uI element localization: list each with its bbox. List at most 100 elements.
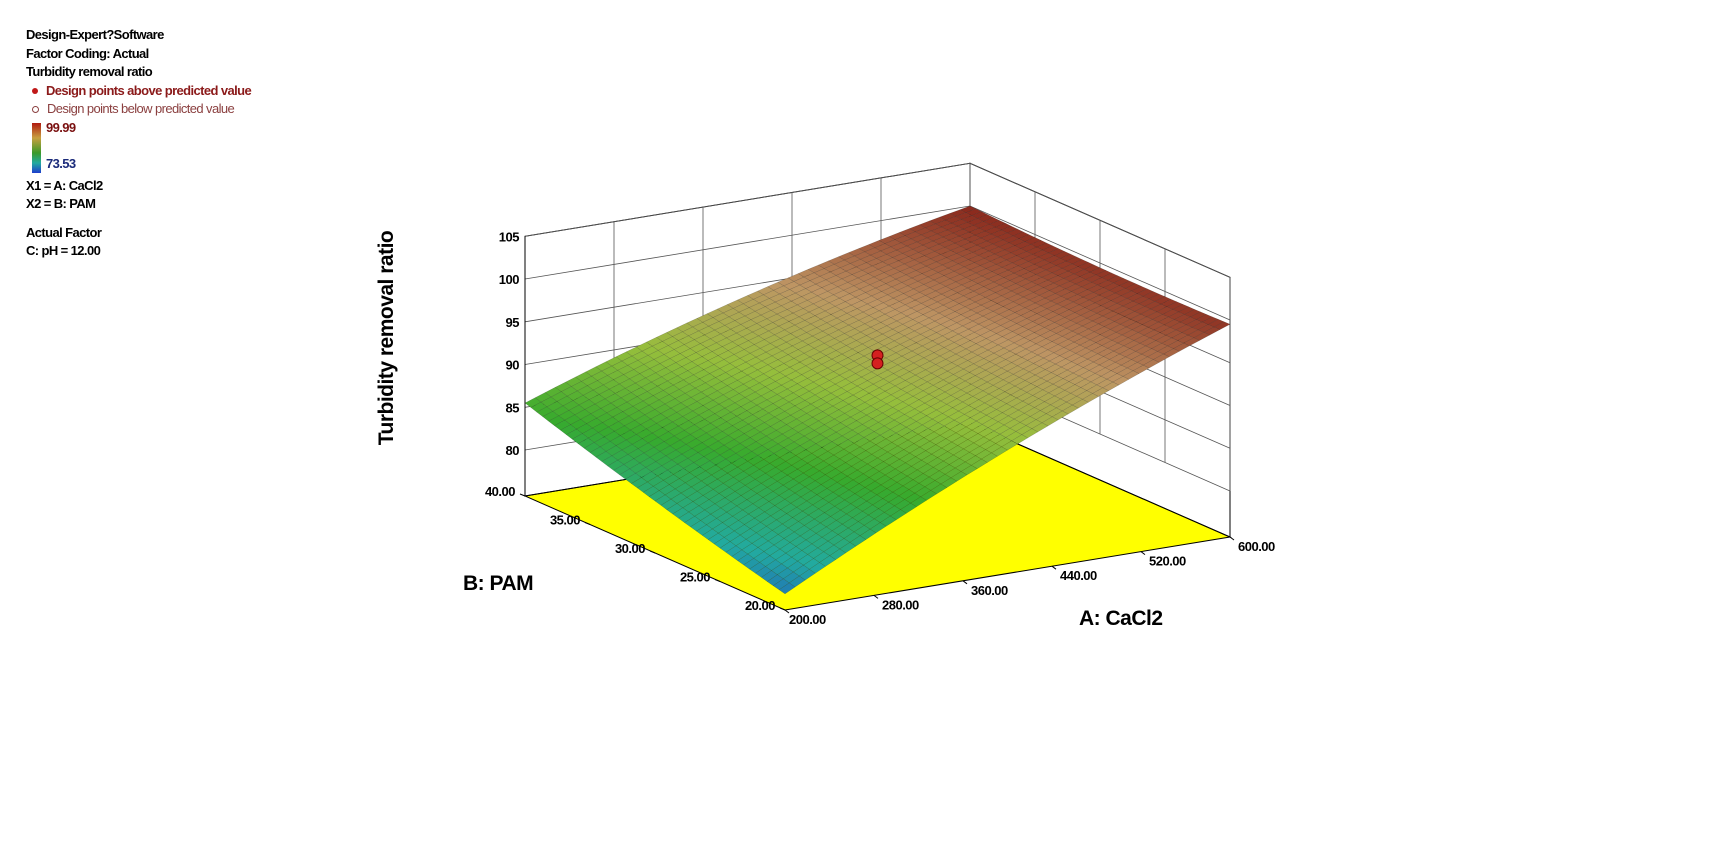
surface-cell: [843, 255, 862, 264]
surface-cell: [954, 461, 972, 472]
surface-cell: [755, 566, 772, 578]
surface-cell: [736, 295, 754, 305]
surface-cell: [966, 387, 984, 397]
surface-cell: [1127, 332, 1145, 341]
surface-cell: [903, 362, 921, 372]
surface-cell: [598, 388, 616, 400]
surface-cell: [822, 405, 840, 416]
surface-cell: [1017, 360, 1034, 370]
surface-cell: [1010, 388, 1028, 399]
surface-cell: [925, 444, 943, 455]
surface-cell: [857, 427, 875, 438]
surface-cell: [800, 490, 818, 502]
surface-cell: [937, 338, 955, 348]
surface-cell: [964, 375, 982, 385]
surface-cell: [566, 390, 584, 401]
surface-cell: [780, 379, 798, 390]
surface-cell: [872, 461, 890, 472]
surface-cell: [866, 375, 884, 385]
colorbar-max: 99.99: [46, 119, 76, 135]
surface-cell: [838, 293, 856, 302]
surface-cell: [717, 350, 735, 360]
surface-cell: [1146, 351, 1164, 360]
surface-cell: [746, 493, 764, 505]
surface-cell: [1091, 277, 1109, 286]
surface-cell: [990, 325, 1007, 334]
surface-cell: [621, 355, 639, 366]
surface-cell: [1090, 305, 1108, 314]
surface-cell: [720, 411, 738, 422]
surface-cell: [752, 294, 770, 304]
surface-cell: [680, 486, 698, 498]
surface-cell: [859, 440, 877, 451]
surface-cell: [878, 382, 896, 392]
surface-cell: [657, 345, 675, 355]
x-axis-label: A: CaCl2: [1079, 607, 1163, 630]
surface-cell: [1031, 346, 1049, 356]
surface-cell: [896, 245, 914, 254]
surface-cell: [931, 413, 949, 423]
surface-cell: [808, 562, 826, 574]
surface-cell: [984, 226, 1002, 235]
z-tick-label: 100: [499, 272, 519, 287]
surface-cell: [934, 391, 952, 402]
surface-cell: [700, 474, 718, 486]
surface-cell: [1038, 392, 1056, 402]
surface-cell: [910, 459, 928, 471]
surface-cell: [1011, 326, 1029, 335]
surface-cell: [602, 379, 620, 390]
surface-cell: [990, 229, 1008, 238]
surface-cell: [950, 246, 968, 254]
surface-cell: [986, 376, 1004, 386]
surface-cell: [542, 411, 560, 422]
surface-cell: [844, 407, 862, 418]
actual-factor-label: Actual Factor: [26, 224, 102, 240]
surface-cell: [846, 308, 864, 318]
surface-cell: [630, 477, 648, 489]
surface-cell: [731, 336, 749, 346]
surface-cell: [871, 333, 889, 343]
surface-cell: [597, 426, 615, 438]
surface-cell: [899, 417, 917, 428]
surface-cell: [852, 473, 870, 484]
surface-cell: [779, 366, 797, 377]
surface-cell: [1120, 290, 1138, 299]
surface-cell: [962, 396, 980, 406]
surface-cell: [942, 454, 960, 465]
surface-cell: [709, 368, 727, 378]
surface-cell: [843, 443, 861, 454]
surface-cell: [1027, 256, 1045, 265]
surface-cell: [855, 335, 873, 345]
surface-cell: [789, 445, 807, 456]
surface-cell: [988, 388, 1006, 398]
surface-cell: [894, 380, 912, 390]
y-tick-label: 20.00: [745, 598, 775, 613]
surface-cell: [840, 304, 858, 314]
surface-cell: [964, 301, 982, 311]
surface-cell: [679, 434, 697, 445]
surface-cell: [711, 346, 729, 356]
surface-cell: [1072, 296, 1090, 306]
surface-cell: [1004, 385, 1022, 396]
surface-cell: [820, 478, 838, 489]
surface-cell: [834, 301, 852, 311]
surface-cell: [677, 335, 695, 345]
surface-cell: [1048, 386, 1066, 397]
surface-cell: [684, 387, 702, 398]
surface-cell: [706, 390, 724, 401]
surface-cell: [761, 570, 778, 582]
colorbar-min: 73.53: [46, 155, 76, 171]
surface-cell: [595, 451, 613, 462]
surface-cell: [892, 401, 910, 412]
surface-cell: [780, 503, 798, 514]
surface-cell: [893, 414, 911, 424]
surface-cell: [954, 238, 972, 247]
surface-cell: [713, 359, 731, 369]
filled-dot-icon: [32, 87, 38, 94]
surface-cell: [684, 476, 702, 488]
z-tick-label: 95: [506, 315, 520, 330]
ticks-layer: 80 85 90 95 100 105 200.00 280.00 360.00 440.00 52…: [485, 229, 1276, 627]
surface-cell: [701, 528, 719, 540]
surface-cell: [821, 441, 839, 452]
surface-cell: [1054, 288, 1072, 297]
